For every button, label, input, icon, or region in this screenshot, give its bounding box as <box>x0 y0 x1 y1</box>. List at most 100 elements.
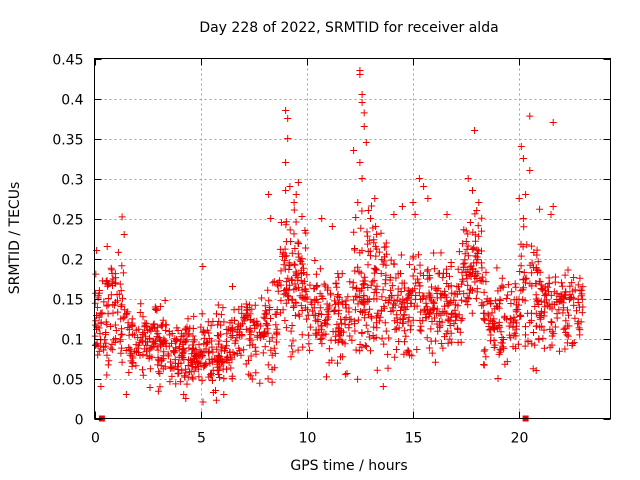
data-point <box>543 302 551 310</box>
data-point <box>470 244 478 252</box>
data-point <box>420 183 428 190</box>
data-point <box>464 281 472 289</box>
data-point <box>425 312 433 320</box>
data-point <box>445 300 453 308</box>
data-point <box>368 314 376 322</box>
data-point <box>472 294 480 302</box>
data-point <box>500 336 507 343</box>
data-point <box>312 283 320 291</box>
data-point <box>100 298 108 306</box>
data-point <box>176 378 184 386</box>
data-point <box>471 252 479 260</box>
data-point <box>286 281 294 289</box>
data-point <box>281 265 289 273</box>
data-point <box>358 175 366 182</box>
data-point <box>438 318 446 326</box>
data-point <box>335 273 343 281</box>
data-point <box>523 241 531 249</box>
data-point <box>439 274 447 282</box>
data-point <box>350 296 358 304</box>
data-point <box>579 283 587 291</box>
data-point <box>248 305 256 313</box>
data-point <box>213 332 221 339</box>
data-point <box>355 268 363 276</box>
data-point <box>267 315 274 322</box>
data-point <box>97 310 105 318</box>
data-point <box>377 229 385 237</box>
data-point <box>561 345 569 353</box>
data-point <box>461 259 469 267</box>
data-point <box>405 313 413 321</box>
data-point <box>117 349 125 357</box>
data-point <box>535 277 543 285</box>
data-point <box>392 346 400 353</box>
data-point <box>265 191 273 198</box>
data-point <box>365 333 373 341</box>
data-point <box>288 276 295 284</box>
data-point <box>506 315 514 322</box>
data-point <box>276 245 284 253</box>
data-point <box>573 307 580 315</box>
data-point <box>474 270 482 278</box>
data-point <box>550 330 558 338</box>
data-point <box>160 348 168 356</box>
data-point <box>126 345 134 353</box>
data-point <box>464 242 472 250</box>
data-point <box>100 343 107 351</box>
data-point <box>354 300 362 308</box>
data-point <box>246 341 254 349</box>
data-point <box>298 331 306 339</box>
data-point <box>121 313 129 321</box>
data-point <box>513 296 521 304</box>
data-point <box>560 293 568 301</box>
data-point <box>366 247 374 255</box>
data-point <box>380 257 388 265</box>
data-point <box>95 347 103 355</box>
data-point <box>217 311 225 319</box>
data-point <box>464 175 472 182</box>
data-point <box>377 270 385 277</box>
data-point <box>558 282 566 290</box>
data-point <box>430 304 438 312</box>
data-point <box>217 321 225 329</box>
data-point <box>379 383 387 390</box>
data-point <box>481 346 489 354</box>
y-axis-label: SRMTID / TECUs <box>7 182 23 295</box>
data-point <box>490 336 498 344</box>
data-point <box>473 288 481 296</box>
data-point <box>305 340 313 348</box>
data-point <box>488 309 496 317</box>
data-point <box>404 318 412 326</box>
data-point <box>545 300 553 308</box>
data-point <box>302 244 310 252</box>
data-point <box>247 328 255 336</box>
data-point <box>306 346 314 354</box>
data-point <box>284 274 292 282</box>
data-point <box>318 334 326 342</box>
data-point <box>273 325 281 333</box>
data-point <box>517 252 525 260</box>
data-point <box>350 228 358 236</box>
data-point <box>268 378 276 386</box>
data-point <box>108 278 116 286</box>
data-point <box>387 286 395 294</box>
y-tick-label: 0.4 <box>61 93 83 109</box>
data-point <box>103 371 111 379</box>
data-point <box>145 354 153 362</box>
data-point <box>294 238 302 246</box>
data-point <box>543 296 551 304</box>
data-point <box>324 286 331 294</box>
data-point <box>467 285 475 293</box>
data-point <box>165 327 173 335</box>
data-point <box>566 282 574 290</box>
data-point <box>510 332 518 340</box>
data-point <box>288 249 296 257</box>
data-point <box>387 256 395 264</box>
data-point <box>430 249 438 257</box>
data-point <box>515 195 523 202</box>
data-point <box>325 359 333 367</box>
data-point <box>528 309 535 317</box>
data-point <box>134 344 142 352</box>
data-point <box>536 268 544 276</box>
data-point <box>558 279 565 287</box>
